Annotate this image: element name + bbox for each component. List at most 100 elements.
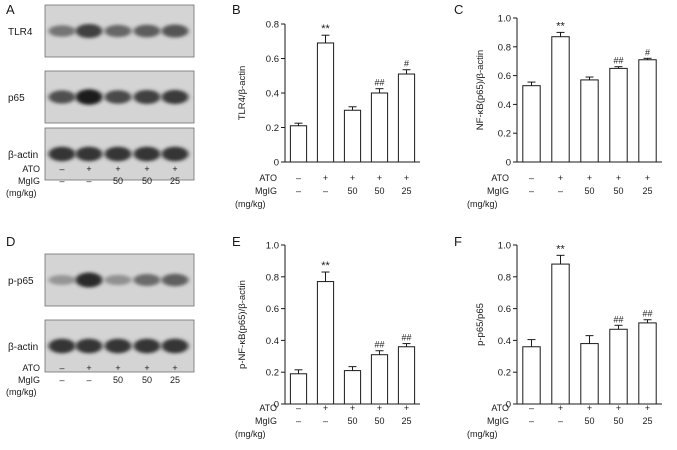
mglg-value: 50: [374, 186, 384, 196]
bar-2: [316, 42, 335, 163]
unit-label: (mg/kg): [467, 199, 498, 209]
blot-label: β-actin: [8, 342, 38, 353]
panel-letter-B: B: [232, 2, 241, 17]
panel-letter-A: A: [6, 2, 15, 17]
y-tick-label: 1.0: [266, 241, 279, 252]
mglg-value: –: [296, 416, 301, 426]
mglg-value: –: [86, 375, 91, 385]
band-lane-3: [104, 90, 132, 104]
panel-letter-F: F: [454, 234, 462, 249]
mglg-value: 50: [113, 176, 123, 186]
band-lane-2: [75, 24, 103, 38]
panel-letter-E: E: [232, 234, 241, 249]
significance-label-4: ##: [374, 78, 384, 88]
significance-label-5: #: [404, 59, 409, 69]
ato-label: ATO: [491, 403, 509, 413]
mglg-value: 25: [401, 186, 411, 196]
y-tick-label: 0.4: [266, 89, 279, 100]
bar-chart-F: 0 0.2 0.4 0.6 0.8 1.0 p-p65/p65 – – ** + – +50 ## +50 #…: [467, 241, 662, 439]
y-axis-label: NF-κB(p65)/β-actin: [475, 50, 486, 130]
mglg-value: 25: [170, 176, 180, 186]
mglg-value: –: [323, 186, 328, 196]
ato-value: –: [296, 173, 301, 183]
y-tick-label: 0.8: [498, 42, 511, 53]
blot-D-p-p65: p-p65: [8, 253, 195, 307]
mglg-value: –: [529, 186, 534, 196]
band-lane-2: [75, 272, 103, 288]
band-lane-4: [133, 24, 161, 38]
ato-value: +: [172, 363, 177, 373]
unit-label: (mg/kg): [235, 429, 266, 439]
y-tick-label: 0: [506, 158, 511, 169]
ato-value: +: [115, 164, 120, 174]
y-tick-label: 0.6: [266, 304, 279, 315]
mglg-value: 50: [613, 416, 623, 426]
mglg-value: –: [558, 416, 563, 426]
y-tick-label: 1.0: [498, 241, 511, 252]
bar-3: [343, 370, 362, 405]
mglg-value: 25: [642, 186, 652, 196]
panel-letter-D: D: [6, 234, 15, 249]
y-tick-label: 0.2: [498, 129, 511, 140]
significance-label-4: ##: [374, 340, 384, 350]
ato-value: +: [115, 363, 120, 373]
bar-2: [551, 263, 570, 405]
ato-value: +: [144, 363, 149, 373]
band-lane-1: [48, 275, 76, 285]
significance-label-5: #: [645, 47, 650, 57]
ato-value: +: [404, 173, 409, 183]
blot-A-p65: p65: [8, 70, 195, 124]
ato-label: ATO: [22, 363, 40, 373]
band-lane-5: [161, 338, 189, 354]
ato-value: +: [587, 173, 592, 183]
band-lane-2: [75, 146, 103, 162]
mglg-value: –: [59, 176, 64, 186]
y-tick-label: 0: [274, 158, 279, 169]
significance-label-2: **: [321, 260, 330, 272]
bar-5: [638, 59, 657, 163]
y-tick-label: 0.4: [266, 336, 279, 347]
ato-value: +: [86, 164, 91, 174]
mglg-value: –: [59, 375, 64, 385]
band-lane-4: [133, 338, 161, 354]
mglg-label: MgIG: [18, 375, 40, 385]
band-lane-4: [133, 146, 161, 162]
blot-conditions-D: ATO MgIG (mg/kg) – – + – +50 +50 +25: [6, 363, 180, 397]
y-tick-label: 0.2: [266, 123, 279, 134]
bar-3: [580, 79, 599, 163]
blot-label: p65: [8, 93, 25, 104]
band-lane-3: [104, 146, 132, 162]
significance-label-5: ##: [642, 309, 652, 319]
y-tick-label: 0: [274, 400, 279, 411]
bar-5: [638, 322, 657, 405]
band-lane-4: [133, 90, 161, 104]
bar-5: [397, 73, 416, 163]
mglg-value: 50: [113, 375, 123, 385]
bar-4: [370, 92, 389, 163]
band-lane-1: [48, 90, 76, 104]
ato-value: +: [645, 173, 650, 183]
mglg-value: –: [529, 416, 534, 426]
y-tick-label: 0.8: [266, 272, 279, 283]
ato-value: +: [86, 363, 91, 373]
significance-label-4: ##: [613, 314, 623, 324]
unit-label: (mg/kg): [6, 387, 37, 397]
band-lane-3: [104, 274, 132, 286]
significance-label-2: **: [556, 243, 565, 255]
y-tick-label: 0.8: [266, 20, 279, 31]
blot-label: β-actin: [8, 150, 38, 161]
ato-label: ATO: [259, 173, 277, 183]
y-tick-label: 0.2: [266, 368, 279, 379]
ato-value: +: [350, 403, 355, 413]
y-tick-label: 1.0: [498, 14, 511, 25]
bar-2: [316, 281, 335, 405]
mglg-value: –: [558, 186, 563, 196]
mglg-value: –: [296, 186, 301, 196]
significance-label-2: **: [556, 20, 565, 32]
bar-chart-C: 0 0.2 0.4 0.6 0.8 1.0 NF-κB(p65)/β-actin – – ** + –…: [467, 14, 662, 209]
blot-label: TLR4: [8, 27, 33, 38]
ato-value: +: [323, 173, 328, 183]
blot-A-β-actin: β-actin: [8, 127, 195, 181]
y-tick-label: 0: [506, 400, 511, 411]
